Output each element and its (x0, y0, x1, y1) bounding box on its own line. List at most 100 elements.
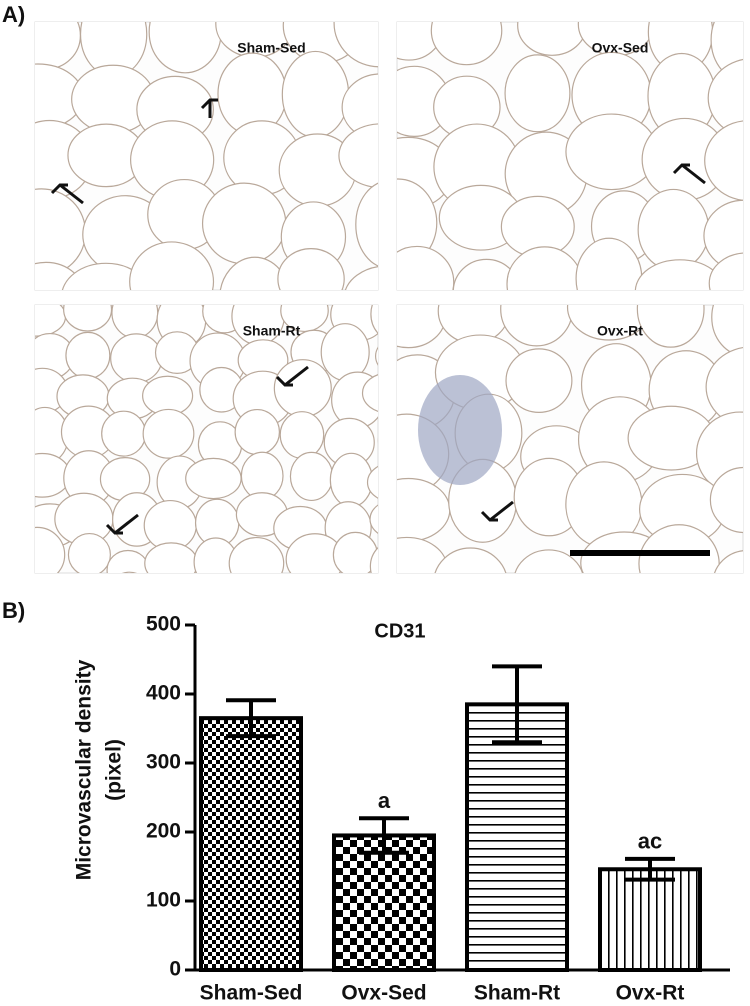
cell (329, 452, 373, 508)
cell (714, 550, 743, 573)
arrow-head (200, 98, 218, 110)
cell (705, 346, 743, 428)
cell (361, 374, 378, 412)
cell (27, 589, 73, 631)
adipocytes (397, 22, 743, 290)
cell (397, 477, 451, 542)
cell (280, 305, 329, 333)
cell (63, 305, 113, 332)
cell (505, 348, 573, 413)
arrow-head (50, 183, 68, 195)
y-tick-label: 400 (146, 682, 181, 705)
x-tick-label: Ovx-Rt (616, 982, 685, 1005)
arrow-head (275, 375, 293, 387)
cell (185, 457, 242, 500)
x-tick-label: Sham-Rt (474, 982, 560, 1005)
cell (517, 22, 587, 56)
cell (344, 266, 378, 290)
cell (504, 54, 571, 133)
cell (61, 262, 151, 290)
bar (598, 867, 702, 973)
cell (338, 123, 378, 189)
cell (281, 574, 337, 627)
cell (366, 465, 378, 499)
cell (111, 305, 159, 339)
y-tick-label: 0 (169, 958, 181, 981)
x-tick-label: Ovx-Sed (341, 982, 426, 1005)
cell (709, 466, 743, 534)
cell (236, 580, 288, 634)
y-tick-label: 300 (146, 751, 181, 774)
arrow (114, 513, 139, 535)
cell (197, 590, 252, 633)
cell (234, 408, 281, 456)
bar (199, 716, 303, 973)
cell (65, 331, 111, 380)
y-axis-label: Microvascular density (73, 659, 96, 880)
cell (289, 451, 334, 502)
error-bar (625, 856, 675, 882)
cell (148, 22, 222, 74)
y-tick-label: 100 (146, 889, 181, 912)
cell (35, 526, 66, 573)
cell (121, 571, 137, 573)
cell (142, 408, 195, 459)
cell (228, 536, 285, 573)
cell (101, 410, 147, 457)
cell (219, 256, 290, 290)
cell (341, 73, 378, 142)
cell (279, 411, 325, 459)
arrow-head (105, 523, 123, 535)
cell (67, 532, 111, 573)
arrow (59, 183, 84, 205)
bar-chart: CD31 Microvascular density (pixel) 0 100 200 3… (73, 613, 730, 1005)
cell (638, 524, 720, 573)
adipocytes (35, 22, 378, 290)
arrow-head (480, 510, 498, 522)
cell (703, 199, 743, 272)
cell (369, 504, 378, 535)
panel-label: B) (2, 598, 25, 623)
cell (35, 63, 84, 130)
cell (514, 549, 584, 573)
cell (35, 305, 67, 337)
cell (636, 305, 705, 348)
cell (434, 547, 507, 573)
cell (35, 452, 71, 498)
cell (333, 22, 378, 68)
panel-label: A) (2, 2, 25, 27)
image-label: Sham-Rt (243, 323, 301, 339)
cell (704, 120, 743, 201)
cell (355, 182, 378, 267)
arrow (284, 365, 309, 387)
cell (634, 259, 726, 290)
cell (129, 241, 215, 290)
y-tick-label: 500 (146, 613, 181, 636)
cluster (418, 375, 502, 485)
cell (281, 50, 350, 138)
cell (369, 546, 378, 573)
cell (708, 252, 743, 290)
cell (201, 182, 287, 265)
micrographs: Sham-Sed Ovx-Sed Sham-Rt Ovx-Rt (27, 21, 744, 634)
error-bar (492, 664, 542, 745)
adipocytes (27, 305, 378, 634)
annotation: ac (638, 829, 662, 854)
cell (374, 346, 378, 366)
cell (711, 305, 743, 357)
arrow (681, 163, 706, 185)
cell (397, 305, 447, 349)
image-label: Sham-Sed (237, 40, 305, 56)
cell (273, 359, 332, 418)
bar (465, 702, 569, 972)
cell (144, 542, 199, 573)
y-tick-label: 200 (146, 820, 181, 843)
x-tick-label: Sham-Sed (200, 982, 303, 1005)
chart-title: CD31 (374, 620, 425, 642)
image-label: Ovx-Rt (597, 323, 643, 339)
arrow (489, 500, 514, 522)
annotation: a (378, 788, 391, 813)
bar (332, 833, 436, 973)
